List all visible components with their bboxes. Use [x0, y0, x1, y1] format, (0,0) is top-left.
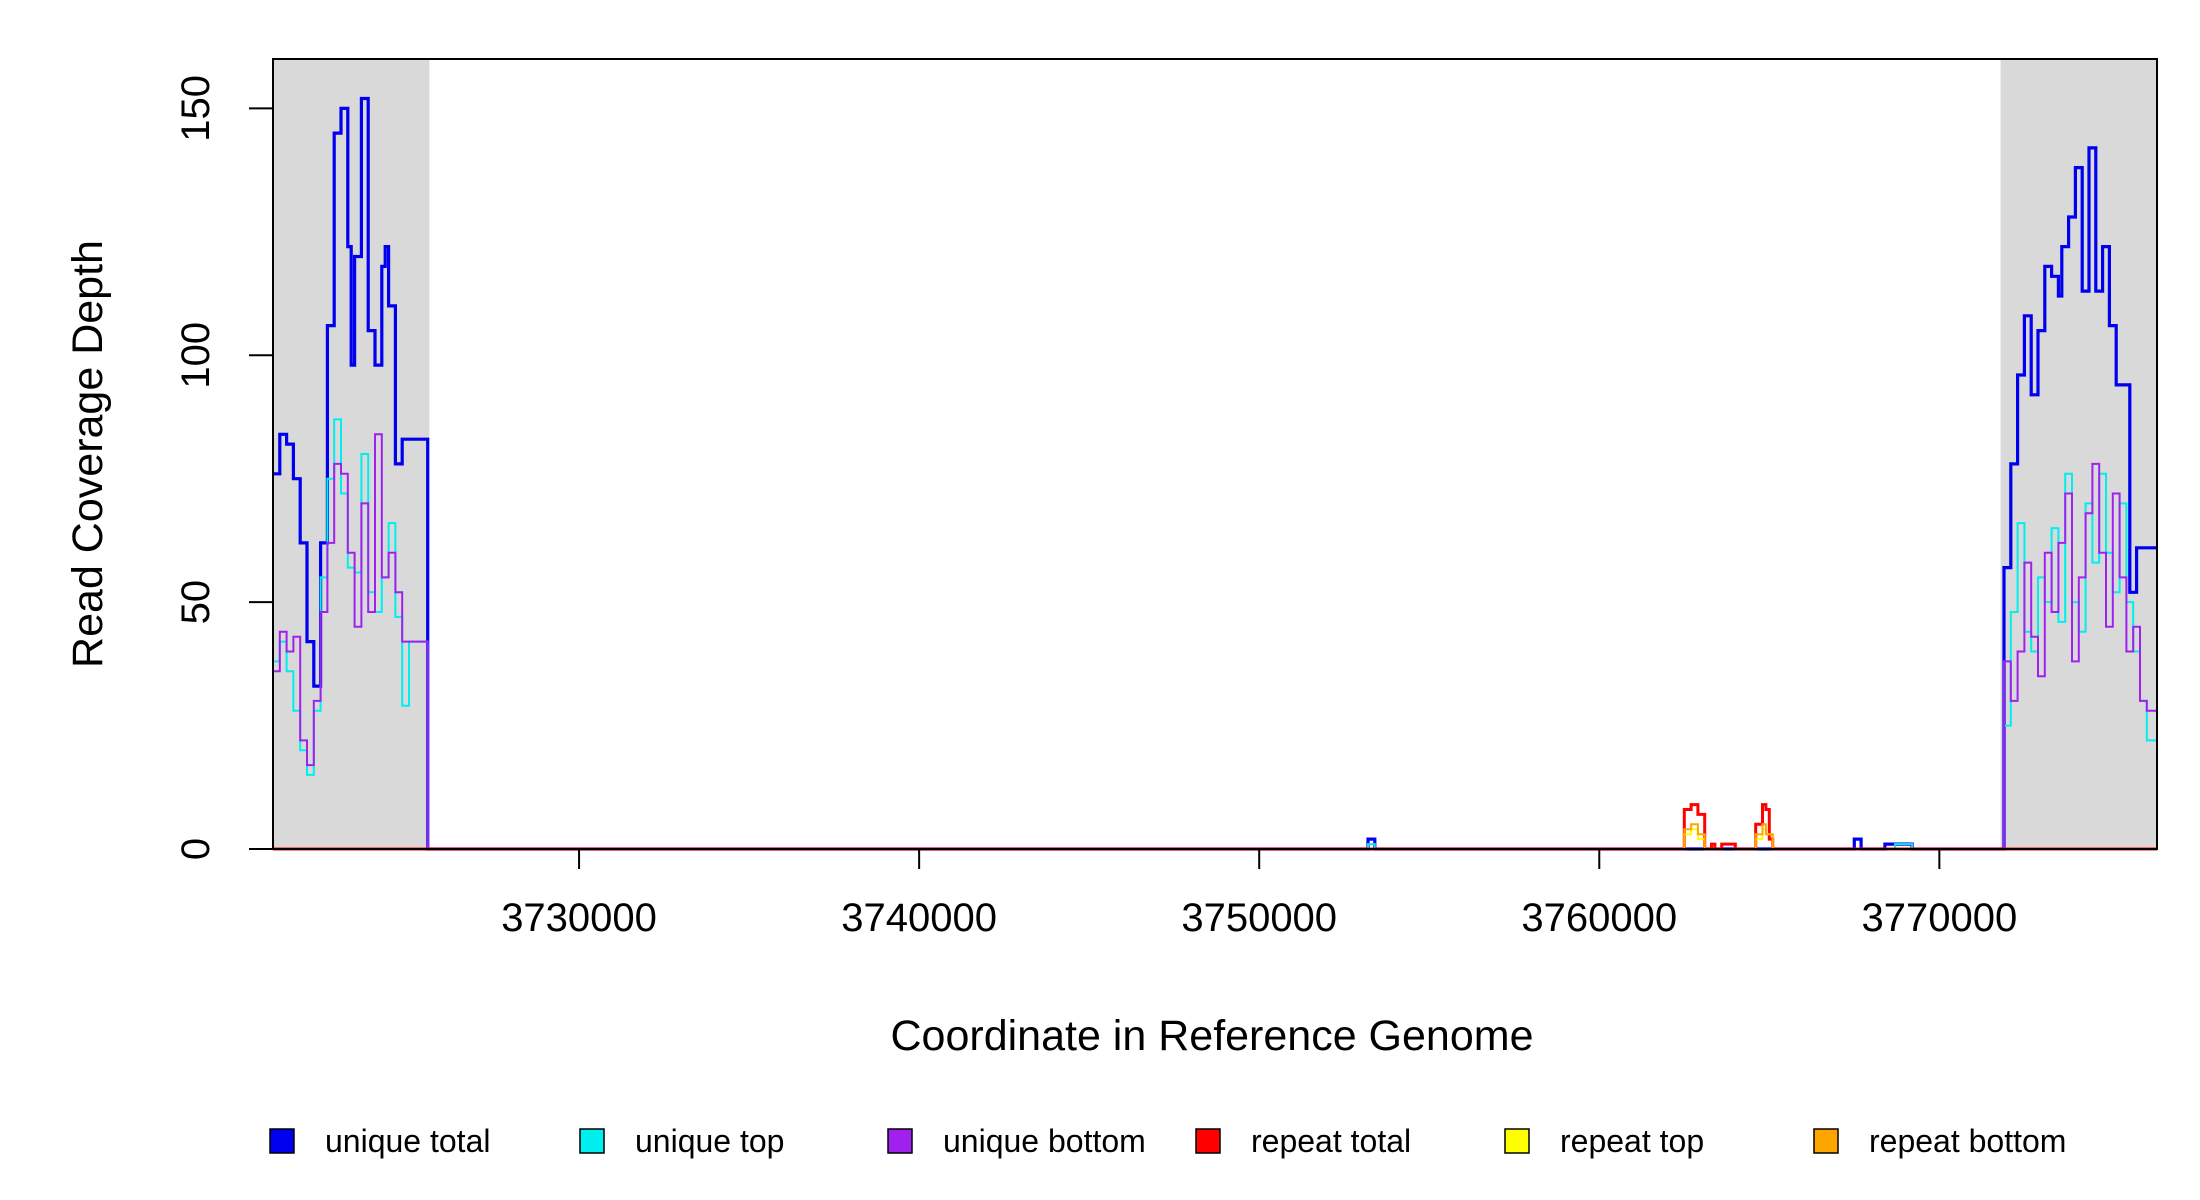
legend-label-unique-total: unique total — [325, 1123, 490, 1159]
legend-label-unique-top: unique top — [635, 1123, 784, 1159]
legend: unique total unique top unique bottom repea… — [269, 1123, 2066, 1159]
y-tick-label: 0 — [174, 838, 218, 860]
series-lines — [273, 96, 2157, 851]
series-line-unique-top — [273, 418, 2157, 850]
shaded-regions — [273, 59, 2157, 849]
x-tick-label: 3730000 — [501, 896, 657, 940]
x-tick-label: 3770000 — [1861, 896, 2017, 940]
x-tick-label: 3760000 — [1521, 896, 1677, 940]
legend-label-repeat-top: repeat top — [1560, 1123, 1704, 1159]
legend-label-repeat-bottom: repeat bottom — [1869, 1123, 2066, 1159]
legend-swatch-unique-bottom — [887, 1128, 913, 1154]
legend-swatch-repeat-top — [1504, 1128, 1530, 1154]
series-line-repeat-top — [273, 828, 2157, 850]
series-line-unique-bottom — [273, 433, 2157, 850]
series-line-unique-total — [273, 96, 2157, 851]
legend-label-unique-bottom: unique bottom — [943, 1123, 1146, 1159]
plot-frame — [272, 58, 2158, 850]
y-tick-label: 50 — [174, 580, 218, 625]
x-tick-label: 3740000 — [841, 896, 997, 940]
x-tick-label: 3750000 — [1181, 896, 1337, 940]
y-axis: 0 50 100 150 — [174, 75, 274, 860]
x-axis-title: Coordinate in Reference Genome — [891, 1012, 1534, 1060]
legend-label-repeat-total: repeat total — [1251, 1123, 1411, 1159]
legend-swatch-unique-total — [269, 1128, 295, 1154]
y-tick-label: 150 — [174, 75, 218, 142]
shaded-region-2 — [2000, 59, 2157, 849]
y-tick-label: 100 — [174, 322, 218, 389]
legend-swatch-repeat-total — [1195, 1128, 1221, 1154]
x-axis: 3730000 3740000 3750000 3760000 3770000 — [501, 848, 2017, 940]
y-axis-title: Read Coverage Depth — [64, 240, 112, 668]
series-line-repeat-bottom — [273, 823, 2157, 850]
series-line-repeat-total — [273, 803, 2157, 851]
legend-swatch-unique-top — [579, 1128, 605, 1154]
shaded-region-1 — [273, 59, 430, 849]
legend-swatch-repeat-bottom — [1813, 1128, 1839, 1154]
